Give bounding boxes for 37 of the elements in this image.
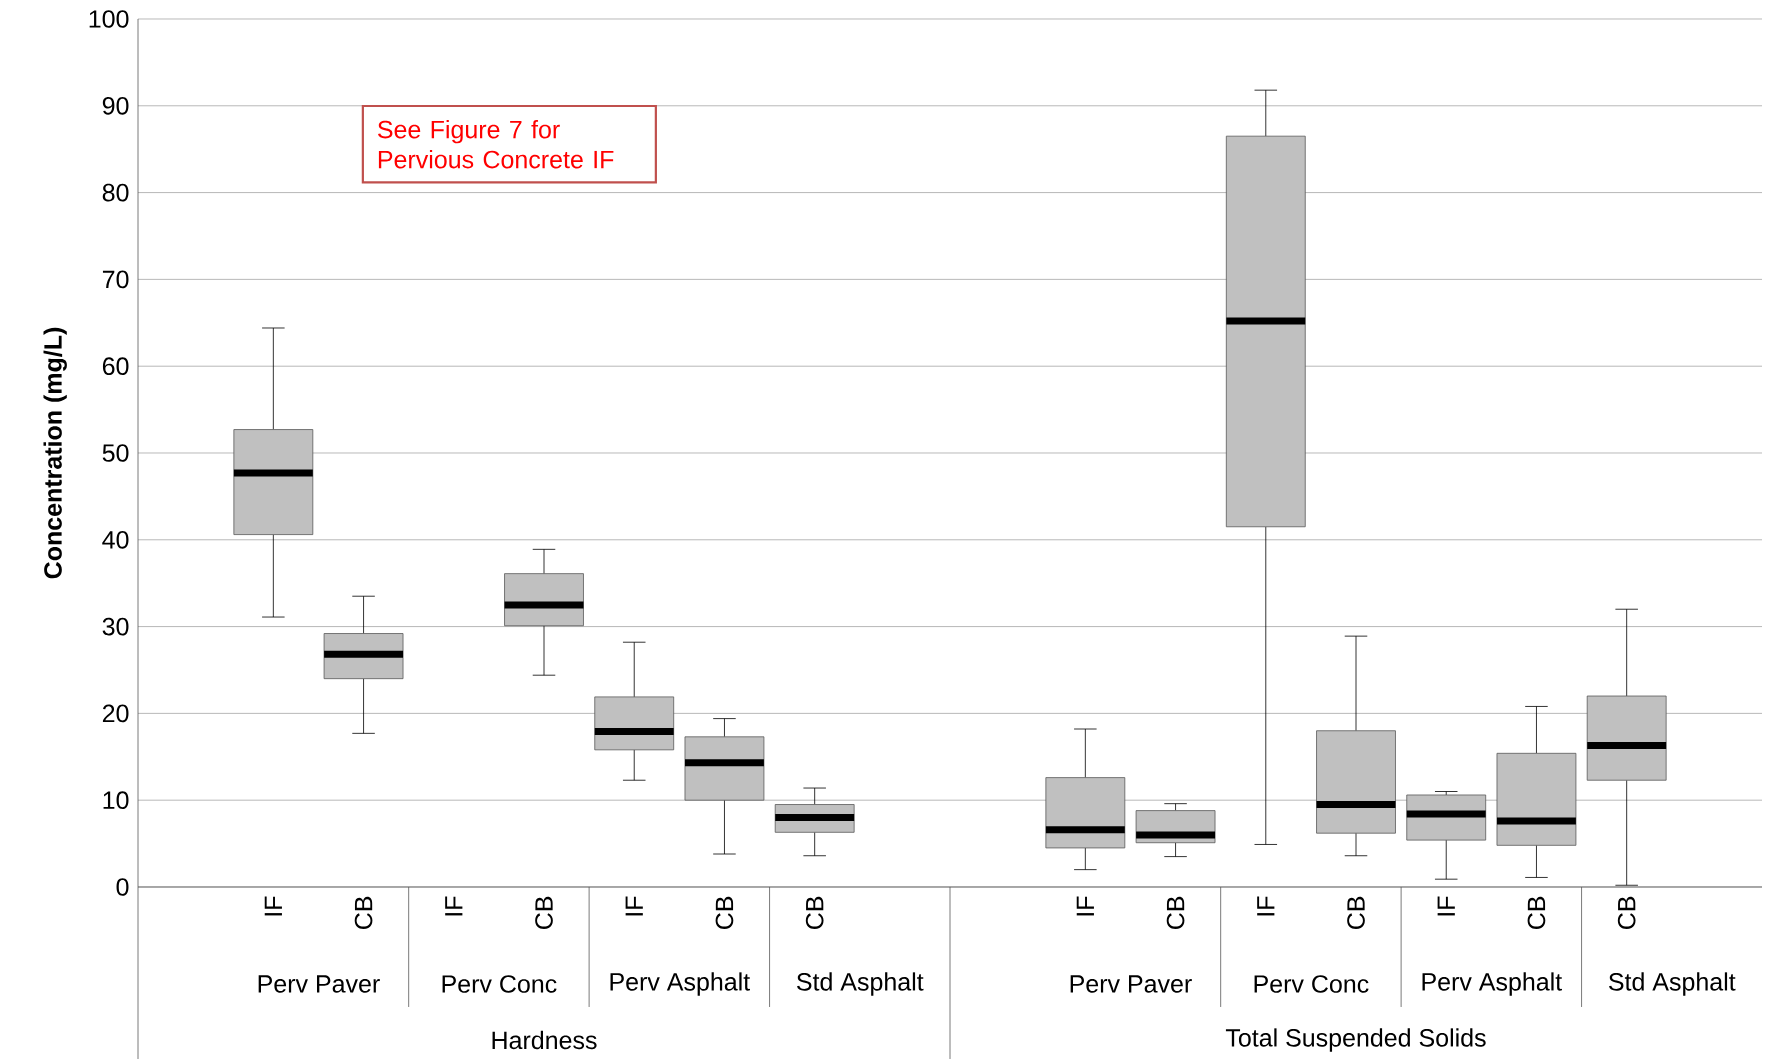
text: Std Asphalt (796, 972, 924, 996)
y-tick-label: 60 (102, 357, 129, 376)
annotation: See Figure 7 for Pervious Concrete IF (377, 120, 614, 169)
x-tick-label: IF (625, 896, 643, 916)
text: Perv Paver (258, 975, 380, 993)
text: Perv Conc (442, 975, 557, 993)
text: Hardness (492, 1030, 597, 1050)
text: Perv Asphalt (610, 972, 750, 996)
x-tick-label: CB (535, 896, 553, 929)
text: Total Suspended Solids (1225, 1028, 1486, 1052)
x-tick-label: CB (805, 896, 824, 929)
y-tick-label: 90 (102, 96, 129, 115)
x-tick-label: CB (715, 896, 734, 929)
x-tick-label: CB (354, 896, 373, 929)
x-tick-label: CB (1166, 896, 1185, 929)
y-axis-title: Concentration (mg/L) (43, 327, 67, 579)
x-tick-label: IF (445, 896, 463, 916)
y-tick-label: 70 (102, 270, 129, 289)
y-tick-label: 30 (102, 617, 129, 636)
x-tick-label: IF (1437, 896, 1455, 916)
text: Perv Conc (1254, 975, 1369, 993)
x-tick-label: CB (1527, 896, 1546, 929)
y-tick-label: 20 (102, 704, 129, 723)
y-tick-label: 100 (89, 10, 129, 28)
y-tick-label: 80 (102, 183, 129, 202)
x-tick-label: CB (1347, 896, 1365, 929)
y-tick-label: 40 (102, 530, 129, 549)
text: Std Asphalt (1608, 972, 1736, 996)
y-tick-label: 0 (116, 878, 129, 896)
x-tick-label: IF (1076, 896, 1094, 916)
x-tick-label: CB (1617, 896, 1636, 929)
text: Perv Asphalt (1422, 972, 1562, 996)
x-tick-label: IF (264, 896, 282, 916)
x-tick-label: IF (1257, 896, 1275, 916)
y-tick-label: 50 (102, 444, 129, 462)
text: Perv Paver (1070, 975, 1192, 993)
y-tick-label: 10 (103, 791, 129, 810)
